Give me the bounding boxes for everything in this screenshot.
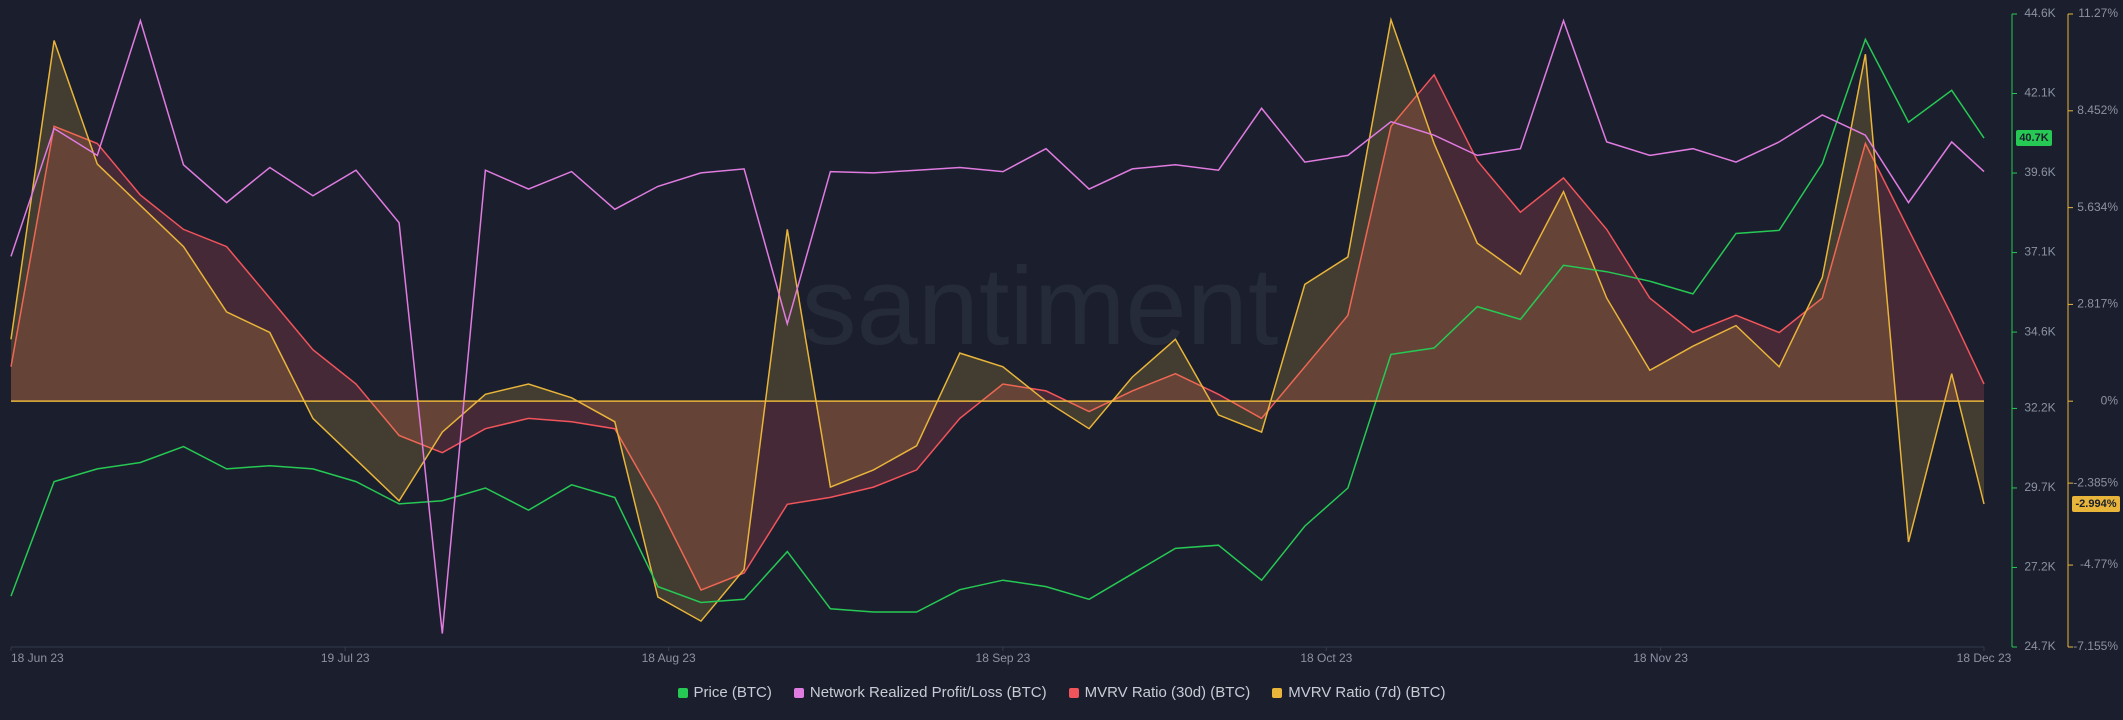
- last-value-tag: [2072, 496, 2120, 513]
- x-tick-label: 18 Nov 23: [1633, 651, 1688, 665]
- legend-swatch: [793, 687, 804, 698]
- legend-label: Network Realized Profit/Loss (BTC): [809, 684, 1047, 701]
- y-tick-label: 34.6K: [2024, 324, 2055, 338]
- watermark: santiment: [802, 245, 1279, 368]
- legend-item[interactable]: Network Realized Profit/Loss (BTC): [793, 684, 1047, 701]
- area-fill: [11, 19, 1984, 622]
- legend-swatch: [1068, 687, 1079, 698]
- last-value-label: -2.994%: [2076, 498, 2117, 510]
- series-line: [10, 73, 1985, 592]
- x-tick-label: 18 Aug 23: [642, 651, 696, 665]
- y2-tick-label: 2.817%: [2077, 297, 2118, 311]
- series-line: [10, 16, 1985, 623]
- y2-tick-label: -2.385%: [2073, 475, 2118, 489]
- x-tick-label: 18 Jun 23: [11, 651, 64, 665]
- x-tick-label: 18 Oct 23: [1300, 651, 1352, 665]
- legend-item[interactable]: Price (BTC): [677, 684, 772, 701]
- series-line: [10, 18, 1985, 634]
- y2-tick-label: 0%: [2101, 393, 2119, 407]
- y2-tick-label: -7.155%: [2073, 639, 2118, 653]
- series-line: [10, 37, 1985, 613]
- y2-tick-label: 5.634%: [2077, 200, 2118, 214]
- y-tick-label: 42.1K: [2024, 86, 2055, 100]
- background: [0, 0, 2123, 680]
- legend-item[interactable]: MVRV Ratio (30d) (BTC): [1068, 684, 1251, 701]
- y2-tick-label: 11.27%: [2078, 6, 2118, 20]
- y2-tick-label: -4.77%: [2080, 557, 2118, 571]
- legend-swatch: [677, 687, 688, 698]
- legend-label: MVRV Ratio (7d) (BTC): [1288, 684, 1446, 701]
- legend: Price (BTC) Network Realized Profit/Loss …: [0, 684, 2123, 701]
- y2-tick-label: 8.452%: [2077, 103, 2118, 117]
- y-tick-label: 32.2K: [2024, 401, 2055, 415]
- y-tick-label: 29.7K: [2024, 480, 2055, 494]
- x-tick-label: 18 Dec 23: [1957, 651, 2012, 665]
- y-tick-label: 37.1K: [2024, 245, 2055, 259]
- area-fill: [11, 74, 1984, 591]
- y-tick-label: 44.6K: [2024, 6, 2055, 20]
- x-tick-label: 18 Sep 23: [976, 651, 1031, 665]
- legend-label: Price (BTC): [693, 684, 772, 701]
- y-tick-label: 24.7K: [2024, 639, 2055, 653]
- last-value-label: 40.7K: [2019, 132, 2048, 144]
- last-value-tag: [2016, 130, 2052, 147]
- y-tick-label: 27.2K: [2024, 560, 2055, 574]
- legend-label: MVRV Ratio (30d) (BTC): [1084, 684, 1251, 701]
- legend-swatch: [1272, 687, 1283, 698]
- chart: santiment 24.7K 27.2K 29.7K 32.2K 34.6K 37.1K…: [0, 0, 2123, 680]
- legend-item[interactable]: MVRV Ratio (7d) (BTC): [1272, 684, 1445, 701]
- x-tick-label: 19 Jul 23: [321, 651, 370, 665]
- y-tick-label: 39.6K: [2024, 165, 2055, 179]
